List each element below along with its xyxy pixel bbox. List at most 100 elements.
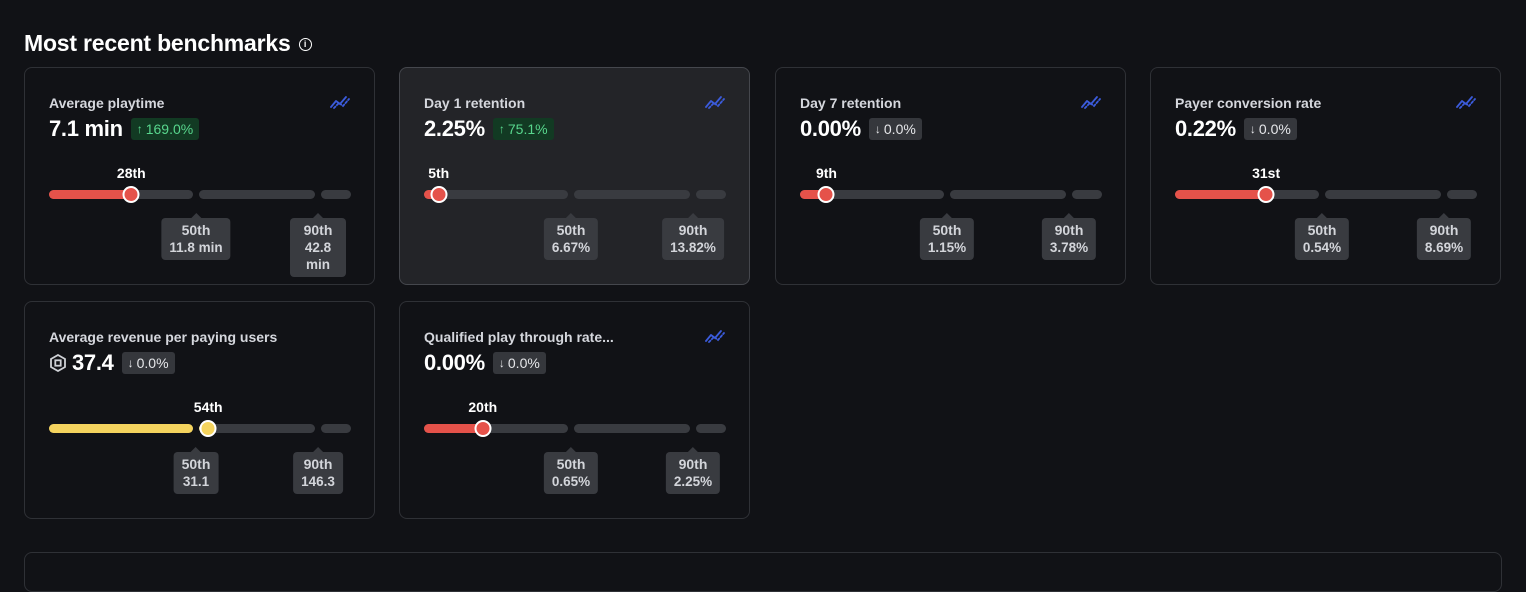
- percentile-knob: [199, 420, 217, 437]
- percentile-knob: [1257, 186, 1275, 203]
- percentile-label: 28th: [116, 165, 146, 181]
- p90-value: 3.78%: [1049, 240, 1089, 255]
- value-row: 2.25% ↑ 75.1%: [424, 116, 554, 142]
- track-segment: [1325, 190, 1441, 199]
- benchmark-card[interactable]: Payer conversion rate 0.22% ↓ 0.0% 31st …: [1150, 67, 1501, 285]
- metric-value: 0.22%: [1175, 116, 1236, 141]
- card-title: Day 1 retention: [424, 95, 526, 111]
- change-value: 169.0%: [145, 121, 194, 137]
- value-row: 0.00% ↓ 0.0%: [800, 116, 922, 142]
- percentile-track: [800, 186, 1102, 203]
- trend-chart-icon[interactable]: [1081, 95, 1101, 109]
- p90-marker: 90th 8.69%: [1416, 218, 1472, 260]
- p50-marker: 50th 31.1: [173, 452, 219, 494]
- metric-value: 0.00%: [800, 116, 861, 141]
- trend-chart-icon[interactable]: [705, 95, 725, 109]
- percentile-label: 54th: [193, 399, 223, 415]
- section-header: Most recent benchmarks i: [24, 30, 312, 57]
- arrow-down-icon: ↓: [127, 356, 134, 370]
- benchmark-card[interactable]: Qualified play through rate... 0.00% ↓ 0…: [399, 301, 750, 519]
- change-value: 75.1%: [507, 121, 548, 137]
- p90-marker: 90th 13.82%: [662, 218, 724, 260]
- change-badge: ↓ 0.0%: [121, 352, 175, 374]
- track-segment: [424, 190, 568, 199]
- percentile-track: [49, 420, 351, 437]
- percentile-label: 5th: [428, 165, 450, 181]
- percentile-knob: [430, 186, 448, 203]
- percentile-knob: [474, 420, 492, 437]
- p50-marker: 50th 0.65%: [543, 452, 599, 494]
- percentile-fill: [424, 424, 483, 433]
- arrow-up-icon: ↑: [498, 122, 505, 136]
- card-title: Average revenue per paying users: [49, 329, 278, 345]
- p90-marker: 90th 2.25%: [665, 452, 721, 494]
- percentile-label: 31st: [1252, 165, 1281, 181]
- info-icon[interactable]: i: [298, 38, 312, 51]
- p90-marker: 90th 3.78%: [1041, 218, 1097, 260]
- p50-label: 50th: [181, 222, 211, 238]
- percentile-track: [1175, 186, 1477, 203]
- track-segment: [800, 190, 944, 199]
- p90-value: 8.69%: [1424, 240, 1464, 255]
- trend-chart-icon[interactable]: [705, 329, 725, 343]
- p50-marker: 50th 11.8 min: [161, 218, 231, 260]
- benchmark-card[interactable]: Average playtime 7.1 min ↑ 169.0% 28th 5…: [24, 67, 375, 285]
- card-title: Payer conversion rate: [1175, 95, 1322, 111]
- p50-label: 50th: [556, 222, 586, 238]
- track-segment: [424, 424, 568, 433]
- percentile-track: [49, 186, 351, 203]
- p50-value: 1.15%: [927, 240, 967, 255]
- p50-label: 50th: [932, 222, 962, 238]
- card-title: Average playtime: [49, 95, 165, 111]
- track-segment: [696, 424, 726, 433]
- track-segment: [574, 424, 690, 433]
- p90-value: 146.3: [301, 474, 335, 489]
- percentile-track: [424, 420, 726, 437]
- robux-icon: [50, 354, 66, 372]
- p50-label: 50th: [181, 456, 211, 472]
- change-badge: ↑ 75.1%: [492, 118, 554, 140]
- track-segment: [1447, 190, 1477, 199]
- percentile-label: 20th: [468, 399, 498, 415]
- metric-value: 7.1 min: [49, 116, 123, 141]
- p90-label: 90th: [678, 222, 708, 238]
- percentile-fill: [800, 190, 827, 199]
- p90-label: 90th: [303, 222, 333, 238]
- percentile-label: 9th: [815, 165, 837, 181]
- value-row: 37.4 ↓ 0.0%: [49, 350, 175, 376]
- p50-value: 6.67%: [551, 240, 591, 255]
- track-segment: [574, 190, 690, 199]
- change-badge: ↑ 169.0%: [130, 118, 200, 140]
- change-badge: ↓ 0.0%: [492, 352, 546, 374]
- trend-chart-icon[interactable]: [330, 95, 350, 109]
- track-segment: [696, 190, 726, 199]
- track-segment: [321, 190, 351, 199]
- track-segment: [321, 424, 351, 433]
- p50-label: 50th: [556, 456, 586, 472]
- metric-value: 37.4: [72, 350, 114, 375]
- value-row: 7.1 min ↑ 169.0%: [49, 116, 200, 142]
- benchmark-card[interactable]: Average revenue per paying users 37.4 ↓ …: [24, 301, 375, 519]
- percentile-fill: [49, 190, 132, 199]
- p90-label: 90th: [1429, 222, 1459, 238]
- change-badge: ↓ 0.0%: [1243, 118, 1297, 140]
- p50-marker: 50th 6.67%: [543, 218, 599, 260]
- change-badge: ↓ 0.0%: [868, 118, 922, 140]
- p90-marker: 90th 42.8 min: [290, 218, 346, 277]
- percentile-knob: [817, 186, 835, 203]
- card-title: Qualified play through rate...: [424, 329, 614, 345]
- value-row: 0.22% ↓ 0.0%: [1175, 116, 1297, 142]
- bottom-panel: [24, 552, 1502, 592]
- track-segment: [950, 190, 1066, 199]
- metric-value: 2.25%: [424, 116, 485, 141]
- trend-chart-icon[interactable]: [1456, 95, 1476, 109]
- track-segment: [199, 424, 315, 433]
- p50-marker: 50th 1.15%: [919, 218, 975, 260]
- value-row: 0.00% ↓ 0.0%: [424, 350, 546, 376]
- change-value: 0.0%: [1258, 121, 1291, 137]
- track-segment: [199, 190, 315, 199]
- p90-label: 90th: [303, 456, 333, 472]
- arrow-down-icon: ↓: [498, 356, 505, 370]
- benchmark-card[interactable]: Day 7 retention 0.00% ↓ 0.0% 9th 50th 1.…: [775, 67, 1126, 285]
- benchmark-card[interactable]: Day 1 retention 2.25% ↑ 75.1% 5th 50th 6…: [399, 67, 750, 285]
